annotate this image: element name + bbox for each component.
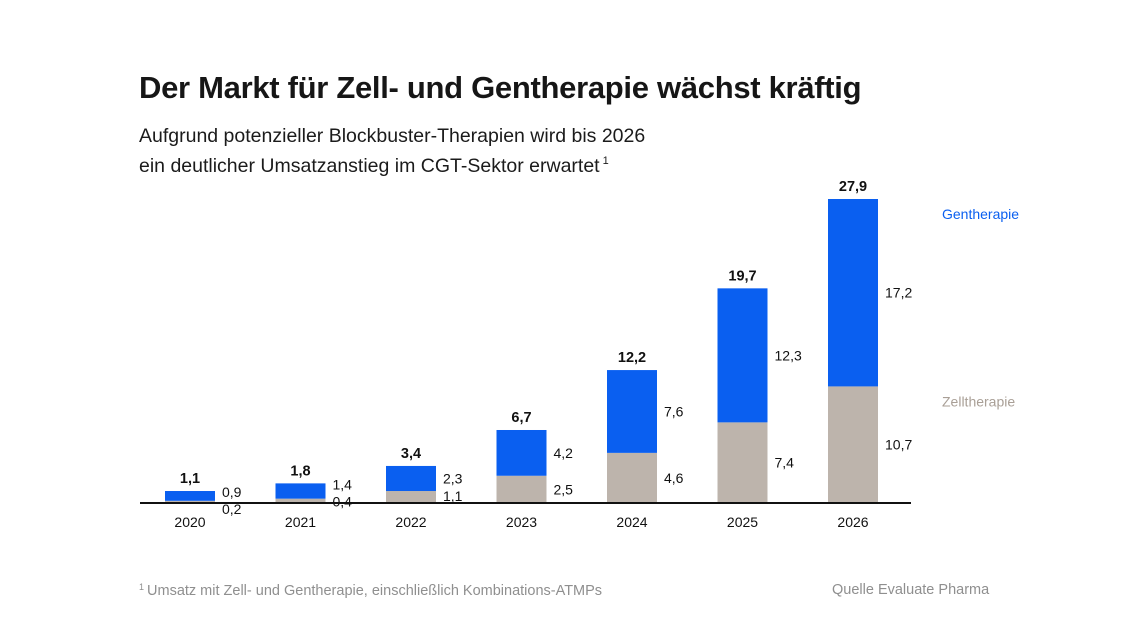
- source-note: Quelle Evaluate Pharma: [832, 582, 990, 598]
- subtitle-line-1: Aufgrund potenzieller Blockbuster-Therap…: [139, 125, 646, 147]
- value-label-zelltherapie-2023: 2,5: [554, 481, 574, 497]
- legend-zelltherapie: Zelltherapie: [942, 393, 1015, 409]
- value-label-zelltherapie-2026: 10,7: [885, 437, 912, 453]
- total-label-2021: 1,8: [290, 463, 310, 479]
- value-label-gentherapie-2024: 7,6: [664, 403, 684, 419]
- x-tick-label-2020: 2020: [174, 514, 205, 530]
- bar-zelltherapie-2025: [717, 422, 768, 503]
- bar-gentherapie-2023: [496, 429, 547, 476]
- total-label-2023: 6,7: [511, 410, 531, 426]
- total-label-2025: 19,7: [728, 268, 756, 284]
- bar-zelltherapie-2020: [165, 500, 215, 503]
- value-label-gentherapie-2023: 4,2: [554, 445, 574, 461]
- bar-gentherapie-2022: [386, 465, 436, 492]
- footnote-mark: 1: [139, 582, 145, 592]
- total-label-2022: 3,4: [401, 446, 421, 462]
- value-label-gentherapie-2025: 12,3: [775, 347, 802, 363]
- value-label-zelltherapie-2020: 0,2: [222, 501, 242, 517]
- x-tick-label-2021: 2021: [285, 514, 316, 530]
- value-label-gentherapie-2021: 1,4: [333, 476, 353, 492]
- bar-gentherapie-2021: [275, 483, 326, 499]
- value-label-gentherapie-2022: 2,3: [443, 470, 463, 486]
- x-tick-label-2025: 2025: [727, 514, 758, 530]
- subtitle-line-2: ein deutlicher Umsatzanstieg im CGT-Sekt…: [139, 149, 645, 179]
- value-label-gentherapie-2026: 17,2: [885, 285, 912, 301]
- subtitle-line-2-text: ein deutlicher Umsatzanstieg im CGT-Sekt…: [139, 155, 600, 177]
- total-label-2024: 12,2: [618, 350, 646, 366]
- bar-gentherapie-2025: [717, 288, 768, 423]
- chart-subtitle: Aufgrund potenzieller Blockbuster-Therap…: [139, 124, 645, 179]
- value-label-zelltherapie-2025: 7,4: [775, 455, 795, 471]
- chart-title: Der Markt für Zell- und Gentherapie wäch…: [139, 70, 862, 105]
- value-label-zelltherapie-2021: 0,4: [333, 493, 353, 509]
- x-tick-label-2026: 2026: [837, 514, 868, 530]
- bar-zelltherapie-2023: [496, 475, 547, 503]
- bar-gentherapie-2024: [607, 370, 657, 453]
- bar-zelltherapie-2026: [828, 386, 878, 503]
- bar-zelltherapie-2024: [607, 452, 657, 503]
- legend-gentherapie: Gentherapie: [942, 206, 1019, 222]
- x-tick-label-2023: 2023: [506, 514, 537, 530]
- value-label-gentherapie-2020: 0,9: [222, 484, 242, 500]
- value-label-zelltherapie-2022: 1,1: [443, 488, 463, 504]
- bar-zelltherapie-2021: [275, 498, 326, 503]
- total-label-2020: 1,1: [180, 471, 200, 487]
- bar-gentherapie-2020: [165, 491, 215, 501]
- x-tick-label-2022: 2022: [395, 514, 426, 530]
- footnote-text: Umsatz mit Zell- und Gentherapie, einsch…: [147, 583, 603, 599]
- bar-zelltherapie-2022: [386, 491, 436, 503]
- bar-gentherapie-2026: [828, 199, 878, 387]
- total-label-2026: 27,9: [839, 179, 867, 195]
- subtitle-footnote-mark: 1: [602, 155, 609, 167]
- x-tick-label-2024: 2024: [616, 514, 647, 530]
- footnote: 1 Umsatz mit Zell- und Gentherapie, einsc…: [139, 582, 602, 599]
- value-label-zelltherapie-2024: 4,6: [664, 470, 684, 486]
